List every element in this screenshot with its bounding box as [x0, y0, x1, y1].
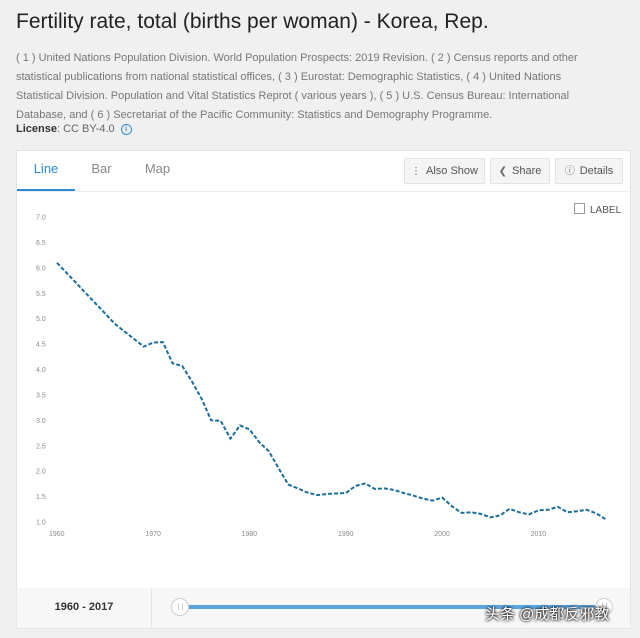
share-icon: ❮ — [498, 166, 508, 177]
page-title: Fertility rate, total (births per woman)… — [16, 10, 489, 33]
y-tick-label: 6.0 — [36, 265, 46, 272]
date-range-bar: 1960 - 2017 — [16, 588, 631, 629]
tab-bar[interactable]: Bar — [91, 161, 112, 176]
x-tick-label: 2000 — [434, 531, 450, 538]
y-tick-label: 2.0 — [36, 469, 46, 476]
series-line — [56, 262, 607, 521]
share-button[interactable]: ❮ Share — [490, 158, 550, 184]
license-label: License — [16, 123, 57, 135]
x-axis: 1960 1970 1980 1990 2000 2010 — [49, 531, 546, 538]
date-range-label: 1960 - 2017 — [17, 588, 152, 628]
x-tick-label: 1970 — [145, 531, 161, 538]
range-start-handle[interactable] — [171, 598, 189, 616]
y-axis: 1.0 1.5 2.0 2.5 3.0 3.5 4.0 4.5 5.0 5.5 6.0 6.5 7.0 — [36, 215, 46, 527]
label-toggle-text: LABEL — [590, 205, 622, 216]
range-end-handle[interactable] — [595, 598, 613, 616]
also-show-label: Also Show — [426, 165, 478, 177]
details-label: Details — [579, 165, 614, 177]
range-slider-track[interactable] — [179, 605, 607, 609]
label-checkbox[interactable] — [574, 203, 585, 214]
source-note: ( 1 ) United Nations Population Division… — [16, 52, 578, 121]
x-tick-label: 1980 — [242, 531, 258, 538]
y-tick-label: 1.0 — [36, 520, 46, 527]
details-button[interactable]: ⓘ Details — [555, 158, 623, 184]
x-tick-label: 1990 — [338, 531, 354, 538]
y-tick-label: 2.5 — [36, 443, 46, 450]
y-tick-label: 5.5 — [36, 291, 46, 298]
label-toggle[interactable]: LABEL — [574, 203, 621, 216]
y-tick-label: 5.0 — [36, 316, 46, 323]
y-tick-label: 3.0 — [36, 418, 46, 425]
license-line: License: CC BY-4.0 i — [16, 123, 132, 135]
chart-card: Line Bar Map ⋮ Also Show ❮ Share ⓘ Details … — [16, 150, 631, 589]
share-label: Share — [512, 165, 542, 177]
tab-map[interactable]: Map — [144, 161, 171, 176]
y-tick-label: 7.0 — [36, 215, 46, 222]
tab-line[interactable]: Line — [17, 151, 75, 191]
y-tick-label: 4.0 — [36, 367, 46, 374]
info-circle-icon: ⓘ — [564, 166, 575, 177]
y-tick-label: 4.5 — [36, 342, 46, 349]
watermark: 头条 @成都反邪教 — [485, 606, 610, 623]
y-tick-label: 6.5 — [36, 240, 46, 247]
more-vertical-icon: ⋮ — [411, 166, 421, 177]
x-tick-label: 2010 — [531, 531, 547, 538]
tab-divider — [17, 191, 630, 192]
also-show-button[interactable]: ⋮ Also Show — [404, 158, 485, 184]
y-tick-label: 1.5 — [36, 494, 46, 501]
x-tick-label: 1960 — [49, 531, 65, 538]
line-chart: 1.01.52.02.53.03.54.04.55.05.56.06.57.0 … — [36, 215, 607, 538]
y-tick-label: 3.5 — [36, 392, 46, 399]
info-icon[interactable]: i — [120, 124, 132, 135]
license-value: : CC BY-4.0 — [56, 123, 115, 135]
